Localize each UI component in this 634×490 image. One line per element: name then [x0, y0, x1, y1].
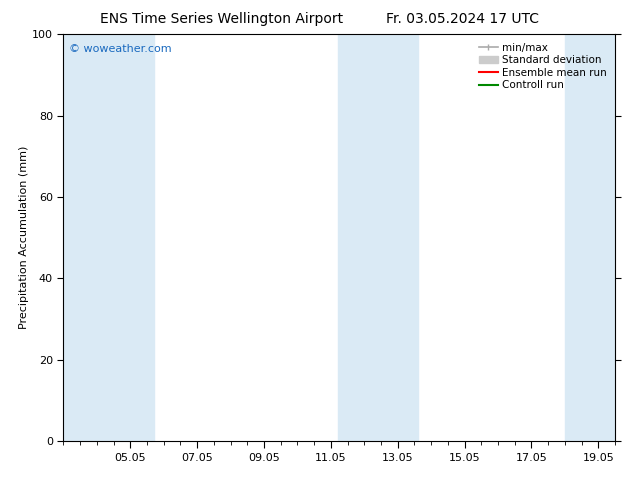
Text: Fr. 03.05.2024 17 UTC: Fr. 03.05.2024 17 UTC — [386, 12, 540, 26]
Bar — [337, 34, 418, 441]
Bar — [565, 34, 615, 441]
Bar — [63, 34, 153, 441]
Legend: min/max, Standard deviation, Ensemble mean run, Controll run: min/max, Standard deviation, Ensemble me… — [476, 40, 610, 94]
Text: © woweather.com: © woweather.com — [69, 45, 172, 54]
Y-axis label: Precipitation Accumulation (mm): Precipitation Accumulation (mm) — [19, 146, 29, 329]
Text: ENS Time Series Wellington Airport: ENS Time Series Wellington Airport — [100, 12, 344, 26]
